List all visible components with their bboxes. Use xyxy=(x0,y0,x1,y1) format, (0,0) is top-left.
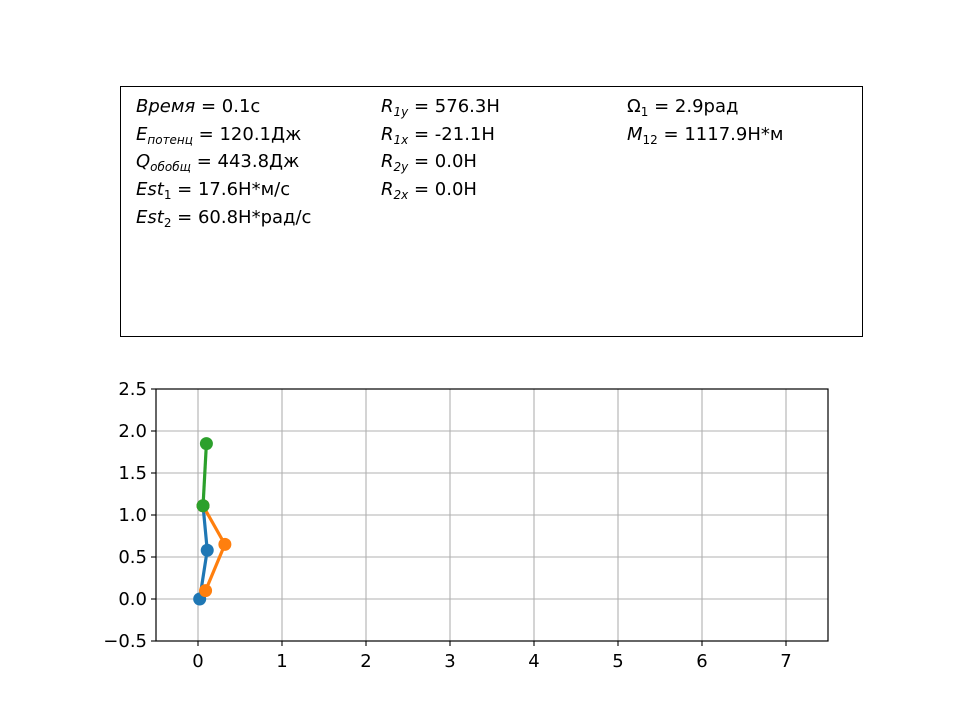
y-tick-label: −0.5 xyxy=(103,631,147,652)
info-variable: Est xyxy=(136,206,164,228)
info-value: = 60.8Н*рад/с xyxy=(171,206,312,228)
info-line: Qобобщ = 443.8Дж xyxy=(136,148,311,176)
info-subscript: 2x xyxy=(393,188,409,203)
info-subscript: обобщ xyxy=(150,160,191,175)
x-tick-label: 3 xyxy=(444,651,455,672)
info-variable: Время xyxy=(136,96,196,117)
info-column-2: R1y = 576.3Н R1x = -21.1Н R2y = 0.0Н R2x = … xyxy=(381,93,500,204)
info-subscript: потенц xyxy=(147,132,193,147)
series-point-2 xyxy=(199,584,213,598)
info-value: = 17.6Н*м/с xyxy=(171,179,291,201)
x-tick-label: 7 xyxy=(780,651,791,672)
x-tick-label: 1 xyxy=(276,651,287,672)
info-variable: E xyxy=(136,123,148,145)
series-point-1 xyxy=(200,543,214,557)
info-variable: Q xyxy=(136,151,151,173)
info-value: = 0.1с xyxy=(195,96,261,117)
series-point-3 xyxy=(196,499,210,513)
info-variable: R xyxy=(381,96,394,117)
x-tick-label: 6 xyxy=(696,651,707,672)
info-subscript: 2 xyxy=(163,215,172,230)
info-variable: R xyxy=(381,123,394,145)
info-variable: Est xyxy=(136,179,164,201)
info-line: Eпотенц = 120.1Дж xyxy=(136,121,311,149)
info-line: Est1 = 17.6Н*м/с xyxy=(136,176,311,204)
info-subscript: 1 xyxy=(163,188,172,203)
info-subscript: 1 xyxy=(640,105,649,119)
info-line: Ω1 = 2.9рад xyxy=(627,93,783,121)
series-layer xyxy=(193,437,232,606)
info-subscript: 2y xyxy=(393,160,409,175)
series-point-2 xyxy=(218,537,232,551)
info-line: Est2 = 60.8Н*рад/с xyxy=(136,204,311,232)
info-line: Время = 0.1с xyxy=(136,93,311,121)
y-tick-label: 1.0 xyxy=(118,505,147,526)
x-tick-label: 2 xyxy=(360,651,371,672)
info-column-3: Ω1 = 2.9рад M12 = 1117.9Н*м xyxy=(627,93,783,148)
info-line: R2y = 0.0Н xyxy=(381,148,500,176)
y-tick-label: 2.0 xyxy=(118,421,147,442)
info-value: = 576.3Н xyxy=(408,96,500,117)
series-line-3 xyxy=(201,443,208,506)
info-line: R1y = 576.3Н xyxy=(381,93,500,121)
info-line: R1x = -21.1Н xyxy=(381,121,500,149)
tick-layer: 0 1 2 3 4 5 6 7 −0.5 0.0 0.5 1.0 1.5 2.0 2.5 xyxy=(103,379,791,672)
y-tick-label: 0.5 xyxy=(118,547,147,568)
info-column-1: Время = 0.1с Eпотенц = 120.1Дж Qобобщ = 44… xyxy=(136,93,311,231)
x-tick-label: 4 xyxy=(528,651,539,672)
info-value: = 0.0Н xyxy=(408,151,477,173)
x-tick-label: 5 xyxy=(612,651,623,672)
info-value: = 1117.9Н*м xyxy=(657,123,784,145)
info-variable: R xyxy=(381,151,394,173)
info-subscript: 12 xyxy=(642,132,658,147)
x-tick-label: 0 xyxy=(192,651,203,672)
info-variable: Ω xyxy=(627,96,641,117)
info-subscript: 1x xyxy=(393,132,409,147)
grid-layer xyxy=(156,388,828,642)
info-value: = 0.0Н xyxy=(408,179,477,201)
info-value: = 2.9рад xyxy=(648,96,739,117)
info-line: M12 = 1117.9Н*м xyxy=(627,121,783,149)
y-tick-label: 2.5 xyxy=(118,379,147,400)
info-value: = -21.1Н xyxy=(408,123,495,145)
info-variable: R xyxy=(381,179,394,201)
y-tick-label: 0.0 xyxy=(118,589,147,610)
info-line: R2x = 0.0Н xyxy=(381,176,500,204)
y-tick-label: 1.5 xyxy=(118,463,147,484)
info-variable: M xyxy=(627,123,643,145)
series-point-3 xyxy=(199,437,213,451)
info-value: = 120.1Дж xyxy=(192,123,302,145)
info-panel: Время = 0.1с Eпотенц = 120.1Дж Qобобщ = 44… xyxy=(120,86,863,337)
info-subscript: 1y xyxy=(393,105,409,119)
info-value: = 443.8Дж xyxy=(190,151,300,173)
